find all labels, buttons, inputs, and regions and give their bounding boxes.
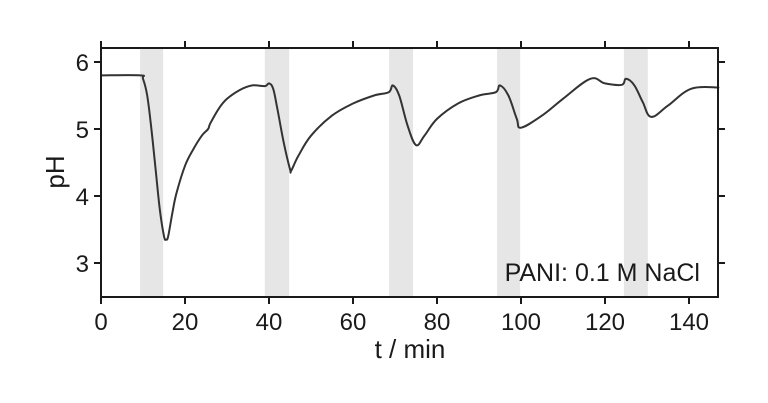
shaded-interval-3 — [389, 48, 414, 297]
shaded-interval-1 — [140, 48, 164, 297]
y-axis-ticks: 3 4 5 6 — [76, 50, 725, 278]
y-tick-label: 6 — [76, 50, 89, 77]
x-tick-label: 80 — [424, 309, 451, 336]
shaded-intervals — [140, 48, 648, 297]
x-tick-label: 20 — [172, 309, 199, 336]
shaded-interval-5 — [623, 48, 648, 297]
x-tick-label: 120 — [585, 309, 625, 336]
x-tick-label: 100 — [501, 309, 541, 336]
x-tick-label: 60 — [340, 309, 367, 336]
ph-curve — [100, 74, 720, 241]
x-tick-label: 140 — [669, 309, 709, 336]
plot-frame — [100, 47, 719, 298]
y-axis-title: pH — [40, 155, 70, 188]
y-tick-label: 5 — [76, 117, 89, 144]
condition-annotation: PANI: 0.1 M NaCl — [505, 259, 700, 287]
x-axis-ticks: 0 20 40 60 80 100 120 140 — [94, 41, 709, 336]
y-tick-label: 3 — [76, 251, 89, 278]
x-tick-label: 0 — [94, 309, 107, 336]
x-axis-title: t / min — [375, 334, 446, 364]
shaded-interval-2 — [264, 48, 290, 297]
x-tick-label: 40 — [256, 309, 283, 336]
y-tick-label: 4 — [76, 184, 89, 211]
